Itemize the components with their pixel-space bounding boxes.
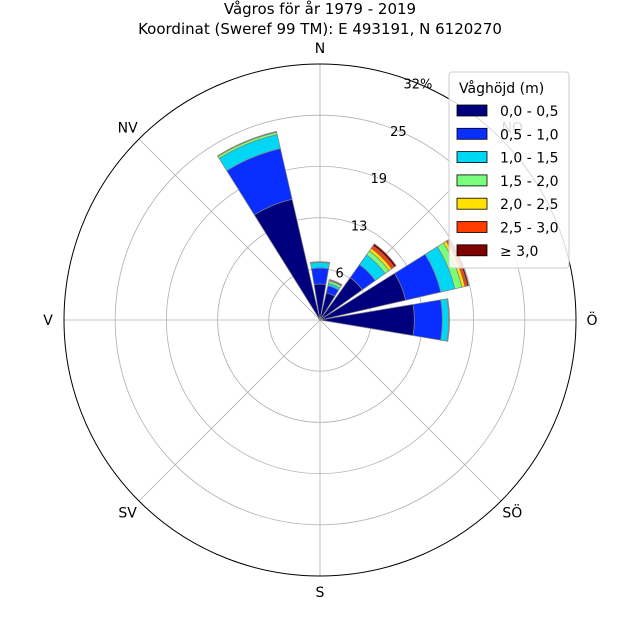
legend-entry: 2,0 - 2,5 (500, 197, 558, 213)
bar-segment (216, 130, 278, 157)
bar-segment (309, 261, 331, 264)
radial-tick-labels: 6 13 19 25 32% (335, 77, 432, 281)
radial-tick-label: 13 (351, 219, 368, 234)
bar-segment (446, 298, 450, 342)
grid-spoke (319, 319, 502, 502)
chart-subtitle: Koordinat (Sweref 99 TM): E 493191, N 61… (138, 20, 502, 38)
legend-box (448, 71, 570, 269)
bar-segment (328, 279, 343, 286)
grid-spoke (138, 319, 321, 502)
radial-tick-label: 25 (390, 125, 407, 140)
legend-swatch (456, 221, 488, 233)
legend-swatch (456, 197, 488, 210)
chart-title: Vågros för år 1979 - 2019 (224, 0, 416, 18)
polar-frame (63, 63, 577, 577)
direction-label: V (43, 313, 53, 329)
legend-swatch (456, 244, 488, 257)
bar-segment (253, 198, 321, 321)
legend-swatch (456, 151, 488, 164)
radial-tick-label: 32% (404, 77, 433, 92)
legend-swatch (456, 174, 488, 187)
legend-entry: 2,5 - 3,0 (500, 221, 558, 237)
legend-title: Våghöjd (m) (459, 80, 544, 97)
legend-entry: ≥ 3,0 (500, 244, 538, 260)
direction-label: SV (118, 505, 137, 521)
radial-tick-label: 19 (371, 172, 388, 187)
legend-swatch (456, 127, 488, 140)
direction-label: SÖ (502, 503, 522, 521)
direction-label: S (316, 585, 325, 601)
radial-tick-label: 6 (335, 267, 343, 282)
legend-swatch (456, 104, 488, 117)
rose-bars (216, 130, 470, 342)
legend-entry: 0,0 - 0,5 (500, 104, 558, 120)
direction-label: Ö (586, 311, 597, 329)
bar-segment (310, 262, 330, 270)
legend-entry: 1,5 - 2,0 (500, 174, 558, 190)
bar-segment (311, 267, 329, 285)
legend-entry: 0,5 - 1,0 (500, 127, 558, 143)
legend: Våghöjd (m) 0,0 - 0,5 0,5 - 1,0 1,0 - 1,5 1,… (448, 71, 570, 269)
grid-spoke (138, 138, 321, 321)
direction-label: NV (118, 121, 138, 137)
bar-segment (372, 243, 397, 268)
legend-entry: 1,0 - 1,5 (500, 151, 558, 167)
bar-segment (412, 299, 443, 341)
direction-label: N (315, 41, 325, 57)
